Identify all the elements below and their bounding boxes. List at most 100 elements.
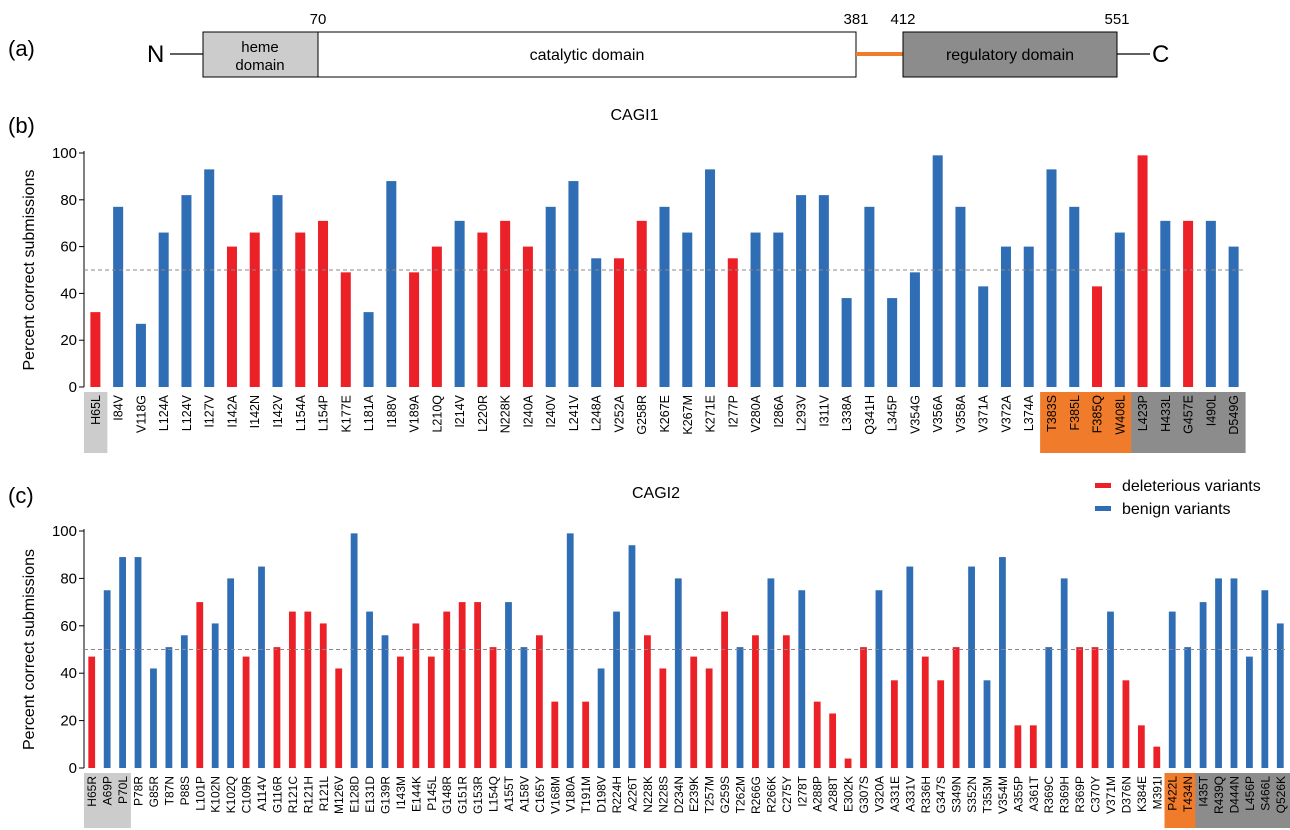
bar-c275y — [782, 635, 790, 768]
bar-v371a — [978, 286, 989, 387]
category-label: V168M — [548, 776, 562, 814]
bar-a155t — [505, 602, 512, 768]
domain-diagram: (a) N heme domain catalytic domain regul… — [8, 11, 1169, 78]
bar-e302k — [844, 758, 852, 768]
bar-t434n — [1184, 647, 1192, 768]
bar-g116r — [273, 647, 281, 768]
y-tick-label: 20 — [60, 713, 77, 730]
catalytic-domain-label: catalytic domain — [530, 47, 645, 64]
bar-g457e — [1183, 220, 1194, 387]
category-label: R121C — [286, 776, 300, 814]
bar-p422l — [1168, 611, 1176, 768]
category-label: K102Q — [224, 776, 238, 813]
position-label-381: 381 — [843, 11, 868, 28]
category-label: L154P — [317, 395, 331, 431]
bar-r369c — [1045, 647, 1053, 768]
category-label: I240V — [544, 394, 558, 427]
category-label: G139R — [379, 776, 393, 814]
bar-a361t — [1029, 725, 1037, 768]
category-label: C275Y — [780, 776, 794, 813]
category-label: H65R — [85, 776, 99, 807]
bar-g151r — [458, 602, 466, 768]
bar-g153r — [474, 602, 482, 768]
category-label: A288P — [811, 776, 825, 812]
category-label: D444N — [1227, 776, 1241, 813]
category-label: E144K — [409, 776, 423, 812]
category-label: G85R — [147, 776, 161, 808]
regulatory-domain-label: regulatory domain — [946, 47, 1074, 64]
panel-label-a: (a) — [8, 36, 35, 61]
bar-r266g — [752, 635, 759, 768]
label-highlight — [1131, 392, 1155, 453]
category-label: F385L — [1068, 395, 1082, 430]
bar-k267e — [659, 206, 670, 387]
bar-l345p — [887, 298, 898, 387]
n-terminus-label: N — [147, 41, 164, 68]
category-label: C165Y — [533, 776, 547, 813]
bar-v280a — [750, 232, 761, 387]
bar-l124v — [181, 195, 192, 387]
category-label: V252A — [612, 394, 626, 432]
label-highlight — [1153, 392, 1178, 453]
bar-k177e — [340, 272, 351, 387]
category-label: W408L — [1113, 395, 1127, 435]
chart-cagi2: CAGI2 Percent correct submissions 0 20 40 60 8… — [21, 485, 1290, 828]
category-label: E128D — [348, 776, 362, 813]
category-label: L241V — [567, 394, 581, 431]
y-tick-label: 40 — [60, 665, 77, 682]
category-label: A69P — [101, 776, 115, 805]
bar-a158v — [520, 647, 528, 768]
category-label: K177E — [339, 395, 353, 433]
category-label: G457E — [1182, 395, 1196, 434]
y-tick-label: 60 — [60, 618, 77, 635]
bar-g259s — [721, 611, 728, 768]
legend-label-deleterious: deleterious variants — [1122, 478, 1261, 495]
category-label: C109R — [240, 776, 254, 814]
category-label: E239K — [687, 776, 701, 812]
category-label: L293V — [795, 394, 809, 431]
category-label: I311V — [817, 394, 831, 426]
label-highlight — [1226, 773, 1243, 828]
bar-i490l — [1205, 220, 1216, 387]
bar-t353m — [983, 680, 991, 768]
category-label: S352N — [965, 776, 979, 813]
category-label: G153R — [471, 776, 485, 814]
bar-l210q — [431, 246, 442, 387]
category-label: K267M — [681, 395, 695, 435]
category-label: I188V — [385, 394, 399, 427]
bar-v320a — [875, 590, 883, 768]
category-label: D549G — [1227, 395, 1241, 435]
bar-s352n — [968, 566, 975, 768]
category-label: K267E — [658, 395, 672, 433]
bar-i435t — [1199, 602, 1207, 768]
y-tick-label: 0 — [69, 760, 77, 777]
category-label: L220R — [476, 395, 490, 432]
bar-v372a — [1000, 246, 1011, 387]
category-label: R121H — [301, 776, 315, 813]
category-label: I214V — [453, 394, 467, 427]
bar-g347s — [937, 680, 945, 768]
bar-h433l — [1160, 220, 1171, 387]
category-label: V118G — [134, 395, 148, 433]
bar-i127v — [204, 169, 215, 387]
bar-l241v — [568, 181, 579, 387]
category-label: I435T — [1197, 775, 1211, 806]
category-label: D376N — [1119, 776, 1133, 813]
bar-i84v — [113, 206, 124, 387]
category-label: V280A — [749, 394, 763, 432]
category-label: V372A — [999, 394, 1013, 432]
bar-v356a — [932, 155, 943, 387]
y-tick-label: 100 — [52, 145, 77, 162]
y-tick-label: 100 — [52, 523, 77, 540]
bar-i286a — [773, 232, 784, 387]
legend: deleterious variants benign variants — [1095, 478, 1261, 518]
category-label: V358A — [954, 394, 968, 432]
bar-v354m — [999, 557, 1006, 768]
category-label: M126V — [332, 776, 346, 814]
category-label: I143M — [394, 776, 408, 809]
bar-a331v — [906, 566, 914, 768]
category-label: G259S — [718, 776, 732, 813]
category-label: L456P — [1243, 776, 1257, 811]
bar-v354g — [909, 272, 920, 387]
bar-i188v — [386, 181, 397, 387]
